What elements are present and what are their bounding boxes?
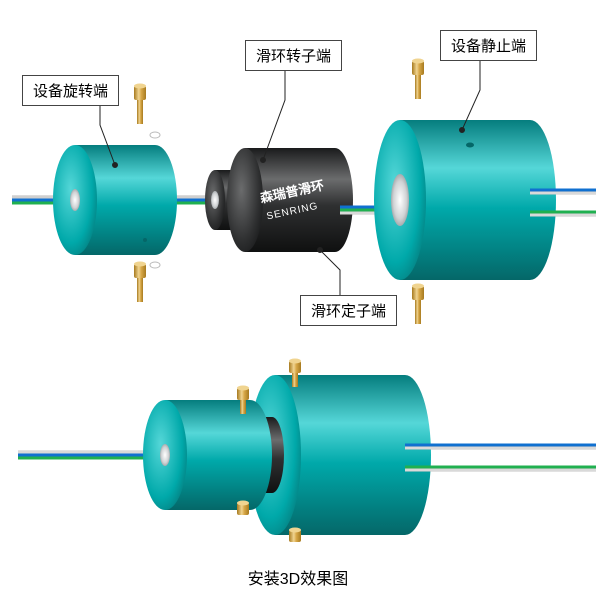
label-rotating-end: 设备旋转端 (22, 75, 119, 106)
label-stationary-end-text: 设备静止端 (451, 38, 526, 55)
stationary-end-housing (374, 120, 556, 280)
assembled-view (0, 355, 596, 555)
washer (150, 262, 160, 268)
label-stationary-end: 设备静止端 (440, 30, 537, 61)
caption-text: 安装3D效果图 (248, 571, 348, 588)
wires-right-2 (405, 445, 596, 470)
screw-bot-right (412, 284, 424, 325)
assembled-svg (0, 355, 596, 555)
screw-top-right (412, 59, 424, 100)
label-stator-end-text: 滑环定子端 (311, 303, 386, 320)
label-rotor-end-text: 滑环转子端 (256, 48, 331, 65)
rotating-end-housing (53, 145, 177, 255)
label-stator-end: 滑环定子端 (300, 295, 397, 326)
caption: 安装3D效果图 (0, 565, 596, 589)
slip-ring-stator: 森瑞普滑环 SENRING (227, 148, 353, 252)
label-rotor-end: 滑环转子端 (245, 40, 342, 71)
screw-top-left (134, 84, 146, 125)
label-rotating-end-text: 设备旋转端 (33, 83, 108, 100)
assembled-screw-bot-large (289, 528, 301, 543)
assembled-screw-bot-small (237, 501, 249, 516)
screw-bot-left (134, 262, 146, 303)
washer (150, 132, 160, 138)
assembled-small-housing (143, 400, 272, 510)
